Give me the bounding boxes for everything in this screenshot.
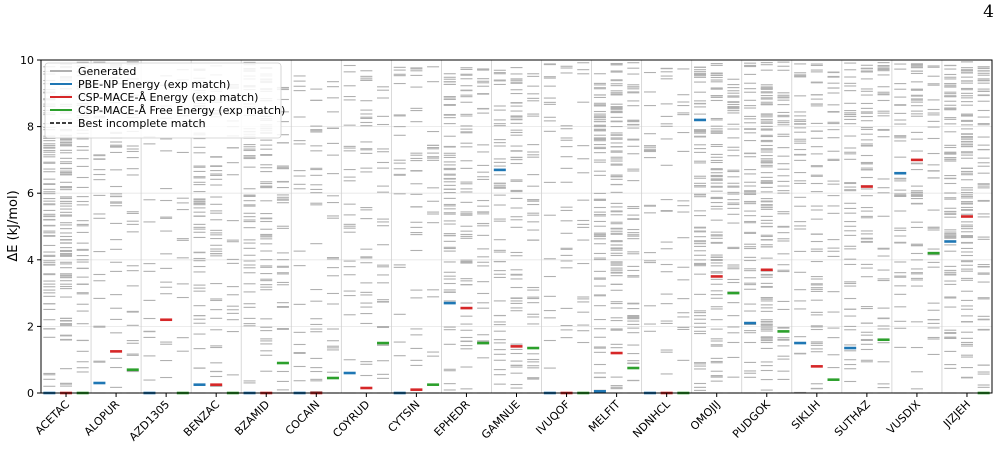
legend-label: Best incomplete match	[78, 117, 206, 130]
category-label: ALOPUR	[82, 398, 123, 439]
page-number: 4	[983, 2, 994, 22]
category-label: BZAMID	[232, 398, 272, 438]
y-axis-label: ΔE (kJ/mol)	[6, 190, 21, 261]
category-label: COCAIN	[283, 398, 323, 438]
y-tick-label: 4	[27, 254, 34, 267]
y-tick-label: 2	[27, 320, 34, 333]
legend-label: Generated	[78, 65, 136, 78]
y-axis: 0 2 4 6 8 10	[20, 54, 41, 400]
category-label: BENZAC	[181, 398, 222, 439]
legend-box	[44, 62, 282, 139]
y-tick-label: 6	[27, 187, 34, 200]
category-label: IVUQOF	[533, 398, 572, 437]
y-tick-label: 8	[27, 121, 34, 134]
generated-marks	[43, 61, 990, 394]
category-label: CYTSIN	[385, 398, 422, 435]
y-tick-label: 10	[20, 54, 34, 67]
legend-label: PBE-NP Energy (exp match)	[78, 78, 230, 91]
legend-label: CSP-MACE-Å Energy (exp match)	[78, 91, 258, 104]
category-label: MELFIT	[586, 398, 623, 435]
y-tick-label: 0	[27, 387, 34, 400]
x-axis: ACETAC ALOPUR AZD1305 BENZAC BZAMID COCAIN COY…	[33, 393, 973, 444]
legend-label: CSP-MACE-Å Free Energy (exp match)	[78, 104, 285, 117]
category-label: NDNHCL	[630, 397, 673, 440]
category-label: JIZJEH	[940, 398, 973, 431]
category-label: VUSDIX	[884, 398, 923, 437]
category-label: AZD1305	[127, 398, 173, 444]
category-label: SIKLIH	[789, 398, 823, 432]
category-label: PUDGOK	[730, 397, 773, 440]
category-label: COYRUD	[330, 398, 372, 440]
category-label: GAMNUE	[479, 398, 523, 442]
category-label: OMOJIJ	[688, 398, 723, 433]
category-label: EPHEDR	[432, 398, 473, 439]
category-label: SUTHAZ	[832, 398, 873, 439]
category-label: ACETAC	[33, 398, 73, 438]
